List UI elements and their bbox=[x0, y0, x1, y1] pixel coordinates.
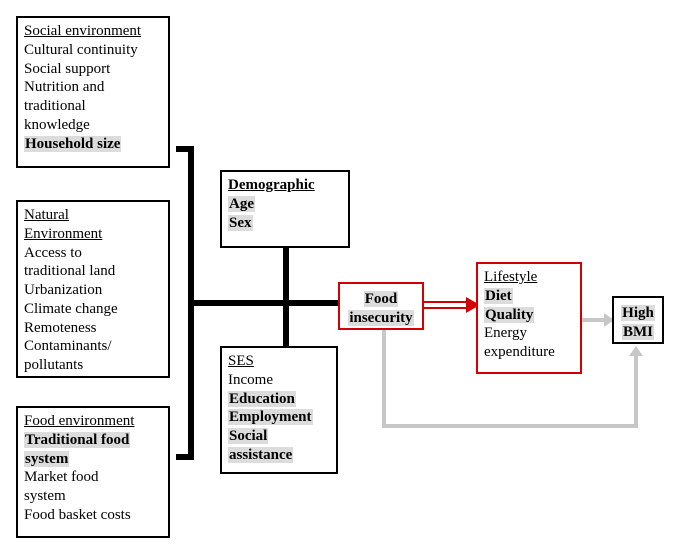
box-ses: SES Income Education Employment Social a… bbox=[220, 346, 338, 474]
ses-connector bbox=[283, 306, 289, 346]
ses-income: Income bbox=[228, 371, 330, 390]
box-food-insecurity: Food insecurity bbox=[338, 282, 424, 330]
food-env-title: Food environment bbox=[24, 412, 162, 431]
demographic-connector bbox=[283, 248, 289, 300]
ses-employment: Employment bbox=[228, 409, 313, 425]
food-insecurity-line1: Food bbox=[364, 291, 399, 307]
social-env-item: Cultural continuity bbox=[24, 41, 162, 60]
food-env-item: Market food bbox=[24, 468, 162, 487]
bracket-bottom-tick bbox=[176, 454, 194, 460]
diagram-canvas: Social environment Cultural continuity S… bbox=[0, 0, 679, 560]
arrow-food-to-lifestyle bbox=[424, 294, 480, 316]
natural-env-item: Access to bbox=[24, 244, 162, 263]
high-bmi-line1: High bbox=[621, 305, 655, 321]
natural-env-item: pollutants bbox=[24, 356, 162, 375]
natural-env-item: Remoteness bbox=[24, 319, 162, 338]
ses-title: SES bbox=[228, 352, 330, 371]
natural-env-title-2: Environment bbox=[24, 225, 162, 244]
elbow-seg-down bbox=[382, 330, 386, 428]
ses-assistance: assistance bbox=[228, 447, 293, 463]
demographic-title: Demographic bbox=[228, 176, 342, 195]
social-env-item: Social support bbox=[24, 60, 162, 79]
natural-env-title-1: Natural bbox=[24, 206, 162, 225]
food-env-trad-1: Traditional food bbox=[24, 432, 130, 448]
food-insecurity-line2: insecurity bbox=[348, 310, 413, 326]
box-lifestyle: Lifestyle Diet Quality Energy expenditur… bbox=[476, 262, 582, 374]
bracket-top-tick bbox=[176, 146, 194, 152]
box-high-bmi: High BMI bbox=[612, 296, 664, 344]
food-env-item: system bbox=[24, 487, 162, 506]
lifestyle-quality: Quality bbox=[484, 307, 534, 323]
natural-env-item: Climate change bbox=[24, 300, 162, 319]
lifestyle-energy-2: expenditure bbox=[484, 343, 574, 362]
ses-social: Social bbox=[228, 428, 268, 444]
box-food-environment: Food environment Traditional food system… bbox=[16, 406, 170, 538]
demographic-age: Age bbox=[228, 196, 255, 212]
high-bmi-line2: BMI bbox=[622, 324, 654, 340]
demographic-sex: Sex bbox=[228, 215, 253, 231]
box-demographic: Demographic Age Sex bbox=[220, 170, 350, 248]
social-env-title: Social environment bbox=[24, 22, 162, 41]
elbow-arrow-head bbox=[629, 346, 643, 356]
lifestyle-diet: Diet bbox=[484, 288, 513, 304]
social-env-household-size: Household size bbox=[24, 136, 121, 152]
arrow-lifestyle-to-bmi-shaft bbox=[582, 318, 604, 322]
lifestyle-energy-1: Energy bbox=[484, 324, 574, 343]
food-env-trad-2: system bbox=[24, 451, 69, 467]
ses-education: Education bbox=[228, 391, 296, 407]
box-social-environment: Social environment Cultural continuity S… bbox=[16, 16, 170, 168]
lifestyle-title: Lifestyle bbox=[484, 268, 574, 287]
food-env-item: Food basket costs bbox=[24, 506, 162, 525]
elbow-seg-up bbox=[634, 356, 638, 428]
bracket-stem bbox=[188, 300, 340, 306]
natural-env-item: Urbanization bbox=[24, 281, 162, 300]
natural-env-item: Contaminants/ bbox=[24, 337, 162, 356]
social-env-item: Nutrition and bbox=[24, 78, 162, 97]
natural-env-item: traditional land bbox=[24, 262, 162, 281]
social-env-item: knowledge bbox=[24, 116, 162, 135]
social-env-item: traditional bbox=[24, 97, 162, 116]
elbow-seg-right bbox=[382, 424, 638, 428]
box-natural-environment: Natural Environment Access to traditiona… bbox=[16, 200, 170, 378]
